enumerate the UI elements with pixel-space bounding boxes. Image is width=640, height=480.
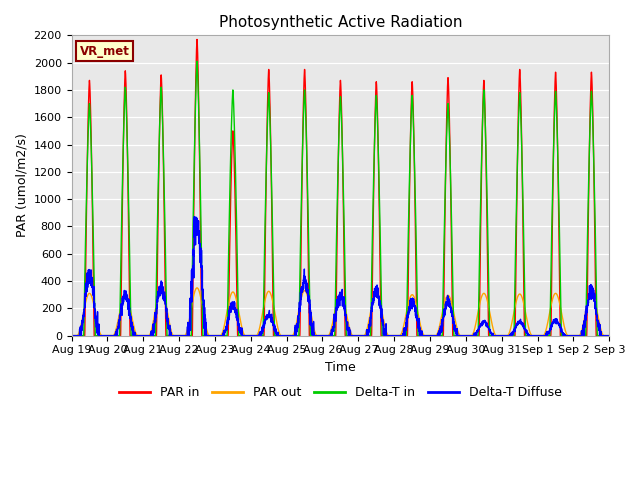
PAR out: [164, 313, 172, 319]
Delta-T in: [461, 333, 468, 338]
PAR out: [68, 333, 76, 338]
PAR out: [321, 333, 328, 338]
Line: PAR in: PAR in: [72, 39, 609, 336]
PAR in: [321, 333, 328, 338]
PAR in: [605, 333, 612, 338]
Delta-T in: [321, 333, 328, 338]
Title: Photosynthetic Active Radiation: Photosynthetic Active Radiation: [219, 15, 462, 30]
Legend: PAR in, PAR out, Delta-T in, Delta-T Diffuse: PAR in, PAR out, Delta-T in, Delta-T Dif…: [114, 382, 567, 405]
PAR out: [605, 333, 612, 338]
PAR out: [605, 333, 613, 338]
Delta-T Diffuse: [605, 333, 613, 338]
PAR in: [193, 36, 201, 42]
Delta-T Diffuse: [492, 333, 499, 338]
Delta-T Diffuse: [191, 214, 198, 219]
PAR in: [461, 333, 468, 338]
Line: Delta-T in: Delta-T in: [72, 61, 609, 336]
X-axis label: Time: Time: [325, 361, 356, 374]
PAR out: [193, 285, 201, 291]
Delta-T in: [193, 59, 201, 64]
PAR out: [461, 333, 468, 338]
Delta-T in: [605, 333, 612, 338]
Delta-T Diffuse: [321, 333, 328, 338]
PAR in: [164, 333, 172, 338]
Line: PAR out: PAR out: [72, 288, 609, 336]
PAR in: [605, 333, 613, 338]
Delta-T Diffuse: [431, 333, 439, 338]
Delta-T in: [605, 333, 613, 338]
Delta-T in: [492, 333, 499, 338]
Delta-T Diffuse: [461, 333, 468, 338]
PAR in: [68, 333, 76, 338]
PAR in: [492, 333, 499, 338]
Delta-T in: [164, 333, 172, 338]
PAR in: [431, 333, 439, 338]
Delta-T Diffuse: [164, 315, 172, 321]
Text: VR_met: VR_met: [79, 45, 129, 58]
PAR out: [492, 332, 499, 338]
Line: Delta-T Diffuse: Delta-T Diffuse: [72, 216, 609, 336]
Y-axis label: PAR (umol/m2/s): PAR (umol/m2/s): [15, 133, 28, 238]
PAR out: [431, 333, 439, 338]
Delta-T Diffuse: [68, 333, 76, 338]
Delta-T in: [68, 333, 76, 338]
Delta-T Diffuse: [605, 333, 612, 338]
Delta-T in: [431, 333, 439, 338]
